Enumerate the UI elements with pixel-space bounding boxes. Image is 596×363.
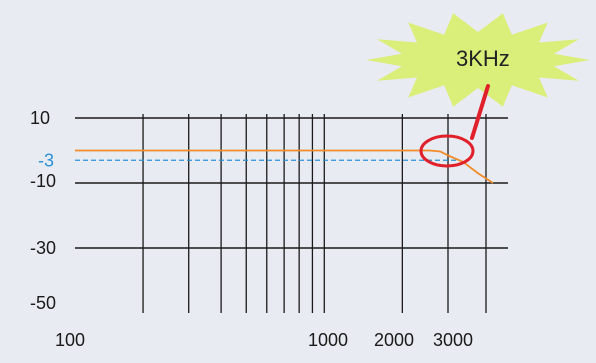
x-tick-label: 2000 [374,330,414,350]
series-line [75,149,494,184]
callout-pointer [470,84,490,140]
callout-label: 3KHz [456,46,510,71]
x-tick-label: 100 [55,330,85,350]
series-group [75,149,494,184]
callout-group: 3KHz [366,13,590,168]
highlight-circle [419,134,475,168]
x-tick-label: 3000 [433,330,473,350]
y-tick-label: -50 [30,293,56,313]
callout-burst [366,13,590,107]
y-tick-label: 10 [30,108,50,128]
chart-grid [75,114,508,313]
reference-line-label: -3 [38,150,54,170]
y-tick-label: -30 [30,238,56,258]
y-tick-label: -10 [30,171,56,191]
tick-labels: 10 -10 -30 -50 -3 100 1000 2000 3000 [30,108,473,350]
x-tick-label: 1000 [308,330,348,350]
